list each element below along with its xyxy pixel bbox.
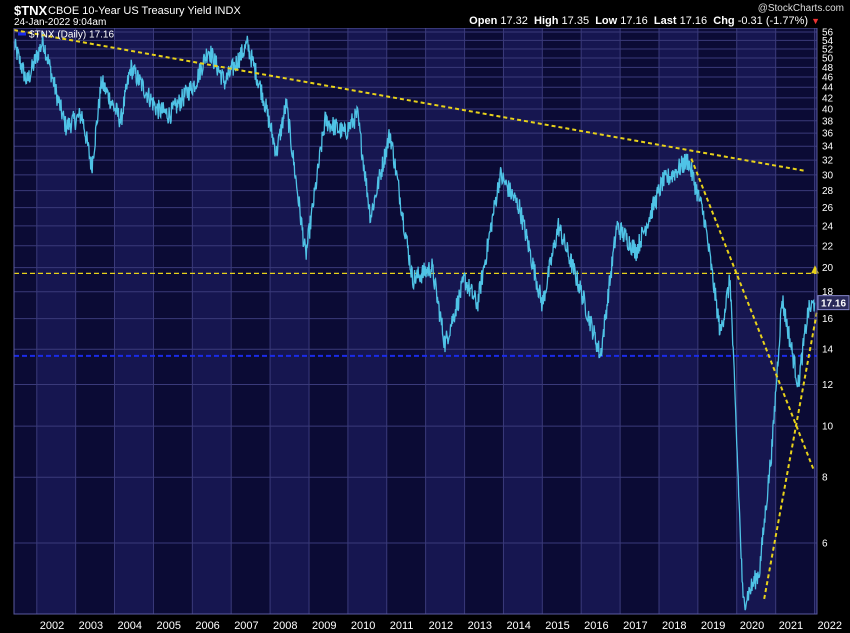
y-tick-label: 50 bbox=[822, 53, 834, 64]
last-label: Last bbox=[653, 15, 677, 27]
y-tick-label: 36 bbox=[822, 129, 834, 140]
x-tick-label: 2004 bbox=[118, 620, 142, 632]
y-tick-label: 46 bbox=[822, 73, 834, 84]
y-tick-label: 26 bbox=[822, 203, 834, 214]
open-value: 17.32 bbox=[500, 15, 528, 27]
year-band bbox=[736, 28, 776, 614]
high-value: 17.35 bbox=[561, 15, 590, 27]
low-value: 17.16 bbox=[620, 15, 648, 27]
quote-bar: Open 17.32 High 17.35 Low 17.16 Last 17.… bbox=[469, 15, 820, 27]
y-tick-label: 30 bbox=[822, 170, 834, 181]
legend-label: $TNX (Daily) 17.16 bbox=[29, 30, 114, 41]
x-tick-label: 2006 bbox=[195, 620, 219, 632]
last-price-label: 17.16 bbox=[821, 299, 846, 310]
open-label: Open bbox=[469, 15, 498, 27]
x-tick-label: 2017 bbox=[623, 620, 647, 632]
y-tick-label: 42 bbox=[822, 93, 834, 104]
y-tick-label: 14 bbox=[822, 345, 834, 356]
y-tick-label: 34 bbox=[822, 142, 834, 153]
tnx-series-line bbox=[13, 32, 816, 611]
year-band bbox=[503, 28, 543, 614]
y-tick-label: 20 bbox=[822, 263, 834, 274]
chg-label: Chg bbox=[713, 15, 735, 27]
y-tick-label: 32 bbox=[822, 156, 834, 167]
y-tick-label: 16 bbox=[822, 314, 834, 325]
high-label: High bbox=[534, 15, 559, 27]
x-tick-label: 2009 bbox=[312, 620, 336, 632]
last-value: 17.16 bbox=[679, 15, 708, 27]
x-tick-label: 2007 bbox=[234, 620, 258, 632]
y-tick-label: 38 bbox=[822, 116, 834, 127]
chg-value: -0.31 (-1.77%) bbox=[737, 15, 809, 27]
y-tick-label: 54 bbox=[822, 36, 834, 47]
x-tick-label: 2016 bbox=[584, 620, 608, 632]
year-band bbox=[270, 28, 310, 614]
chart-title: CBOE 10-Year US Treasury Yield INDX bbox=[48, 5, 241, 17]
y-tick-label: 44 bbox=[822, 83, 834, 94]
x-tick-label: 2011 bbox=[390, 620, 414, 632]
x-tick-label: 2008 bbox=[273, 620, 297, 632]
x-tick-label: 2003 bbox=[79, 620, 103, 632]
x-tick-label: 2018 bbox=[662, 620, 686, 632]
y-tick-label: 6 bbox=[822, 539, 828, 550]
x-tick-label: 2013 bbox=[468, 620, 492, 632]
y-tick-label: 52 bbox=[822, 45, 834, 56]
y-tick-label: 12 bbox=[822, 380, 834, 391]
y-tick-label: 40 bbox=[822, 105, 834, 116]
y-tick-label: 10 bbox=[822, 422, 834, 433]
stockcharts-watermark: @StockCharts.com bbox=[757, 3, 844, 14]
y-tick-label: 56 bbox=[822, 28, 834, 39]
x-tick-label: 2014 bbox=[506, 620, 530, 632]
chart-header: $TNX CBOE 10-Year US Treasury Yield INDX… bbox=[0, 0, 850, 28]
year-band bbox=[114, 28, 154, 614]
year-band bbox=[425, 28, 465, 614]
low-label: Low bbox=[595, 15, 618, 27]
plot-border bbox=[13, 27, 818, 615]
x-tick-label: 2012 bbox=[429, 620, 453, 632]
x-tick-label: 2010 bbox=[351, 620, 375, 632]
x-tick-label: 2020 bbox=[740, 620, 764, 632]
y-tick-label: 8 bbox=[822, 473, 828, 484]
x-tick-label: 2021 bbox=[779, 620, 803, 632]
down-arrow-icon: ▼ bbox=[811, 16, 820, 26]
year-band bbox=[347, 28, 387, 614]
last-price-tag bbox=[817, 295, 850, 311]
y-tick-label: 48 bbox=[822, 63, 834, 74]
chart-datetime: 24-Jan-2022 9:04am bbox=[14, 17, 107, 28]
year-band bbox=[36, 28, 76, 614]
x-tick-label: 2005 bbox=[156, 620, 180, 632]
trendline-1 bbox=[13, 29, 807, 173]
y-tick-label: 18 bbox=[822, 287, 834, 298]
year-band bbox=[192, 28, 232, 614]
x-tick-label: 2022 bbox=[818, 620, 842, 632]
ticker-symbol: $TNX bbox=[14, 3, 48, 18]
y-tick-label: 24 bbox=[822, 221, 834, 232]
year-band bbox=[658, 28, 698, 614]
y-tick-label: 28 bbox=[822, 186, 834, 197]
y-tick-label: 22 bbox=[822, 241, 834, 252]
x-tick-label: 2019 bbox=[701, 620, 725, 632]
x-tick-label: 2002 bbox=[40, 620, 64, 632]
x-tick-label: 2015 bbox=[545, 620, 569, 632]
